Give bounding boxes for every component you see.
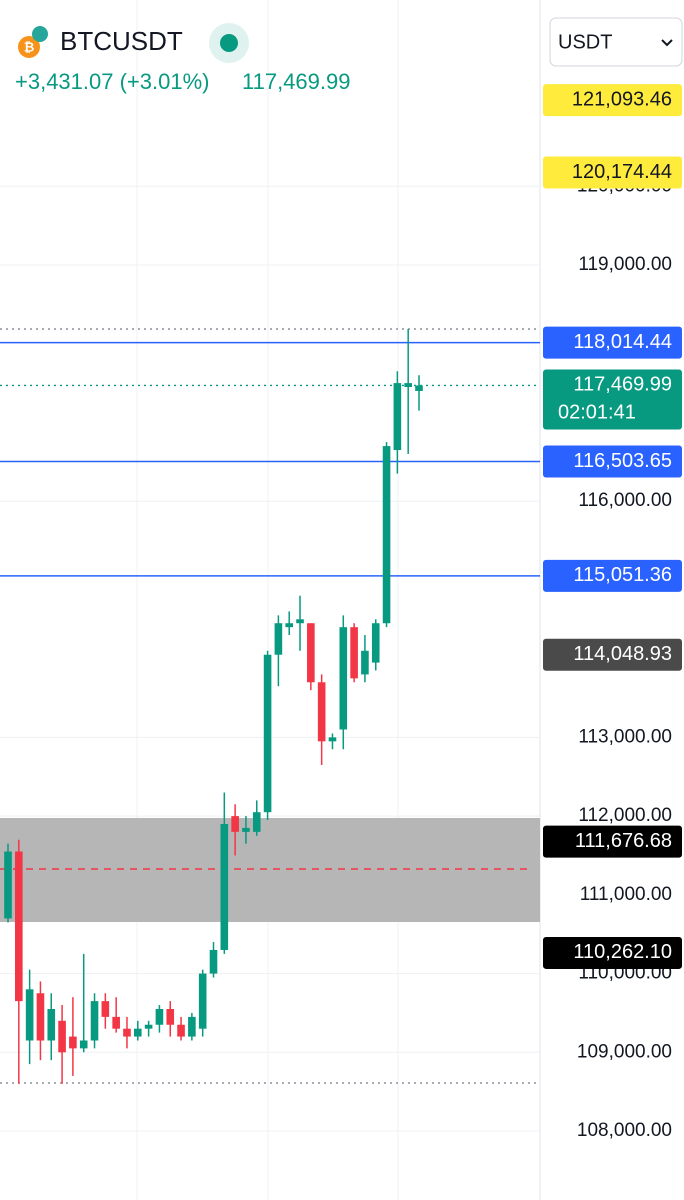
candle-body bbox=[350, 627, 358, 679]
candle-body bbox=[371, 623, 380, 663]
countdown: 02:01:41 bbox=[558, 402, 636, 424]
y-tick-label: 108,000.00 bbox=[577, 1120, 672, 1141]
candle-body bbox=[317, 682, 326, 742]
price-label: 121,093.46 bbox=[572, 88, 672, 110]
price-label: 110,262.10 bbox=[573, 941, 672, 963]
price-label-box bbox=[543, 445, 682, 478]
candle-body bbox=[252, 812, 261, 832]
candle-body bbox=[274, 623, 283, 655]
vertical-grid bbox=[136, 0, 399, 1200]
candle-body bbox=[155, 1009, 164, 1025]
currency-select[interactable] bbox=[549, 17, 683, 67]
candle-body bbox=[47, 1009, 56, 1041]
price-label: 118,014.44 bbox=[573, 331, 672, 353]
candle-body bbox=[382, 446, 391, 624]
price-label: 117,469.99 bbox=[573, 374, 672, 396]
coin-icon bbox=[18, 36, 40, 58]
candle-body bbox=[79, 1040, 88, 1049]
y-tick-label: 112,000.00 bbox=[578, 805, 672, 826]
price-label-box bbox=[543, 825, 682, 858]
price-label: 116,503.65 bbox=[573, 450, 672, 472]
price-label-box bbox=[543, 156, 682, 189]
change: +3,431.07 (+3.01%) bbox=[15, 69, 209, 94]
candle-body bbox=[58, 1020, 66, 1053]
candle-body bbox=[231, 816, 239, 832]
candle-body bbox=[166, 1009, 175, 1025]
y-tick-label: 113,000.00 bbox=[578, 726, 672, 747]
price-label-box bbox=[543, 84, 682, 117]
candle-body bbox=[209, 949, 218, 974]
candle-body bbox=[220, 823, 229, 950]
status-dot bbox=[220, 34, 238, 52]
candle-body bbox=[339, 627, 348, 730]
candle-body bbox=[101, 1001, 110, 1017]
candle-body bbox=[69, 1036, 77, 1049]
price-label: 120,174.44 bbox=[572, 161, 672, 183]
candle-body bbox=[404, 383, 412, 388]
symbol: BTCUSDT bbox=[60, 26, 183, 56]
candle-body bbox=[393, 383, 402, 451]
tether-icon bbox=[32, 26, 48, 42]
price-label-box bbox=[543, 369, 682, 430]
y-tick-label: 119,000.00 bbox=[578, 254, 672, 275]
price-label: 111,676.68 bbox=[575, 830, 672, 852]
candle-body bbox=[242, 827, 250, 832]
candle-body bbox=[361, 650, 369, 675]
candle-body bbox=[263, 654, 272, 813]
candle-body bbox=[415, 385, 423, 391]
y-tick-label: 109,000.00 bbox=[577, 1041, 672, 1062]
candle-body bbox=[133, 1028, 142, 1037]
candle-body bbox=[296, 619, 304, 624]
select-caret bbox=[661, 39, 673, 47]
price-label: 114,048.93 bbox=[573, 643, 672, 665]
candle-body bbox=[4, 851, 12, 919]
candle-body bbox=[25, 989, 34, 1041]
candle-body bbox=[285, 623, 294, 628]
currency-select-text: USDT bbox=[558, 31, 612, 53]
y-tick-label: 111,000.00 bbox=[580, 884, 672, 905]
candle-body bbox=[90, 1001, 99, 1041]
candle-body bbox=[198, 973, 207, 1029]
header: ₿ BTCUSDT +3,431.07 (+3.01%) 117,469.99 … bbox=[0, 0, 684, 115]
header-bar: ₿ BTCUSDT +3,431.07 (+3.01%) 117,469.99 … bbox=[15, 17, 683, 94]
coin-glyph: ₿ bbox=[24, 39, 35, 54]
candle-body bbox=[328, 737, 337, 742]
price-label-box bbox=[543, 559, 682, 592]
candle-body bbox=[188, 1016, 196, 1037]
price-label-box bbox=[543, 326, 682, 359]
candle-body bbox=[15, 851, 23, 1002]
zone bbox=[0, 818, 540, 923]
candle-body bbox=[177, 1024, 185, 1037]
candle-body bbox=[307, 623, 315, 683]
candle-body bbox=[144, 1024, 153, 1029]
y-tick-label: 116,000.00 bbox=[578, 490, 672, 511]
candle-body bbox=[123, 1028, 131, 1037]
candle-body bbox=[112, 1016, 120, 1029]
price-label-box bbox=[543, 936, 682, 969]
candle-body bbox=[36, 993, 45, 1041]
price-label: 115,051.36 bbox=[573, 564, 672, 586]
price-label-box bbox=[543, 638, 682, 671]
last-price: 117,469.99 bbox=[242, 69, 350, 94]
